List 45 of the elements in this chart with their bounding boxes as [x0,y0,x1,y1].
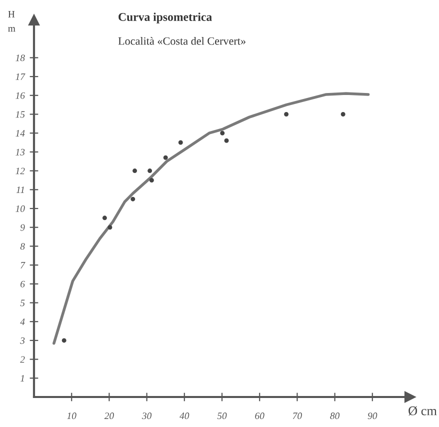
y-tick-label: 15 [16,111,25,118]
y-tick-label: 17 [16,74,26,80]
y-tick-label: 1 [20,375,24,382]
x-tick-label: 80 [330,412,340,420]
y-tick-label: 16 [16,92,25,99]
y-tick-label: 3 [20,337,25,344]
point [224,138,229,143]
y-tick-label: 14 [16,130,25,136]
y-tick-label: 7 [20,262,26,268]
x-tick-label: 50 [217,412,227,420]
y-axis-title: H m [8,11,16,32]
text: Località «Costa del Cervert» [118,36,246,45]
point [340,112,346,116]
x-tick-label: 40 [180,412,190,420]
x-tick-label: 10 [67,412,76,420]
point [178,140,183,145]
y-tick-label: 6 [20,280,25,288]
x-tick-label: 30 [142,412,152,420]
x-tick-label: 90 [368,412,378,420]
y-tick-label: 11 [16,186,24,194]
y-tick-label: 2 [20,356,25,363]
x-tick-label: 70 [292,412,302,420]
line-series [52,92,370,345]
point [130,196,136,202]
y-tick-label: 18 [16,54,25,62]
chart-title: Curva ipsometrica [118,12,212,24]
point [148,168,152,174]
y-tick-label: 10 [16,205,25,212]
x-tick-label: 60 [255,412,264,420]
y-tick-label: 13 [16,148,25,156]
point [102,216,107,220]
y-tick-label: 12 [16,168,25,174]
x-axis-title: Ø cm [408,406,437,416]
y-tick-label: 5 [20,300,25,306]
point [62,338,66,343]
y-tick-label: 9 [20,224,25,231]
point [220,130,225,136]
y-tick-label: 8 [20,243,25,250]
point [284,112,289,116]
point [149,178,154,182]
x-tick-label: 20 [104,412,114,420]
point [163,155,168,160]
point [108,225,112,230]
y-tick-label: 4 [20,318,25,325]
point [132,168,138,174]
